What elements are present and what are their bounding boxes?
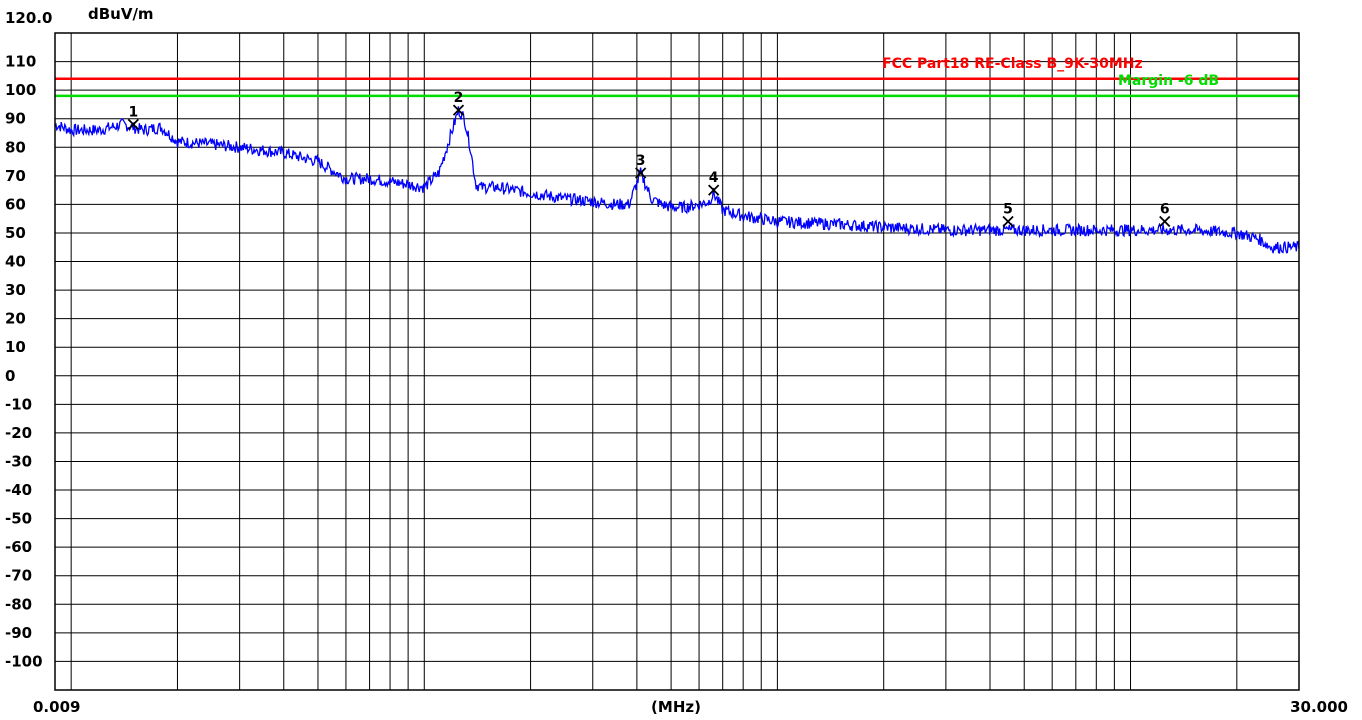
- marker-cross: [452, 104, 465, 116]
- y-tick-label: 30: [5, 281, 26, 299]
- y-tick-label: 20: [5, 310, 26, 328]
- marker-label: 2: [454, 90, 464, 106]
- y-tick-label: 100: [5, 81, 36, 99]
- peak-markers: 1 2 3 4 5 6: [127, 90, 1171, 228]
- y-tick-label: 60: [5, 195, 26, 213]
- y-tick-label: -70: [5, 567, 32, 585]
- y-tick-label: 0: [5, 367, 15, 385]
- y-tick-label: 110: [5, 53, 36, 71]
- y-tick-label: 90: [5, 110, 26, 128]
- x-axis-label: (MHz): [651, 698, 701, 716]
- y-tick-label: -80: [5, 595, 32, 613]
- marker-label: 1: [128, 104, 138, 120]
- y-tick-label: 70: [5, 167, 26, 185]
- marker-label: 5: [1003, 202, 1013, 218]
- marker-label: 4: [709, 170, 719, 186]
- marker-cross: [708, 184, 720, 196]
- marker-cross: [1159, 215, 1171, 228]
- y-tick-label: -20: [5, 424, 32, 442]
- grid-lines: [55, 33, 1299, 690]
- limit-legend-label: FCC Part18 RE-Class B_9K-30MHz: [882, 56, 1143, 72]
- margin-legend-label: Margin -6 dB: [1118, 73, 1219, 89]
- x-end-label: 30.000: [1290, 698, 1348, 716]
- marker-4: 4: [708, 170, 720, 196]
- y-tick-label: -100: [5, 652, 43, 670]
- x-start-label: 0.009: [33, 698, 80, 716]
- y-unit-label: dBuV/m: [88, 5, 154, 23]
- marker-3: 3: [635, 153, 647, 179]
- y-tick-label: -10: [5, 395, 32, 413]
- y-tick-label: -40: [5, 481, 32, 499]
- limit-lines: [55, 77, 1299, 98]
- y-tick-label: -30: [5, 452, 32, 470]
- y-tick-labels: 1101009080706050403020100-10-20-30-40-50…: [5, 53, 43, 671]
- y-tick-label: 50: [5, 224, 26, 242]
- y-tick-label: 10: [5, 338, 26, 356]
- marker-cross: [1002, 215, 1014, 228]
- y-tick-label: 80: [5, 138, 26, 156]
- y-tick-label: -60: [5, 538, 32, 556]
- measurement-trace: [54, 106, 1300, 254]
- y-tick-label: -90: [5, 624, 32, 642]
- marker-2: 2: [452, 90, 465, 116]
- trace-group: [54, 106, 1300, 254]
- marker-1: 1: [127, 104, 139, 131]
- marker-6: 6: [1159, 202, 1171, 228]
- y-top-label: 120.0: [5, 9, 52, 27]
- marker-label: 3: [636, 153, 646, 169]
- plot-frame: [54, 32, 1300, 691]
- marker-cross: [635, 167, 647, 179]
- y-tick-label: 40: [5, 253, 26, 271]
- marker-5: 5: [1002, 202, 1014, 228]
- marker-cross: [127, 118, 139, 131]
- marker-label: 6: [1160, 202, 1170, 218]
- y-tick-label: -50: [5, 510, 32, 528]
